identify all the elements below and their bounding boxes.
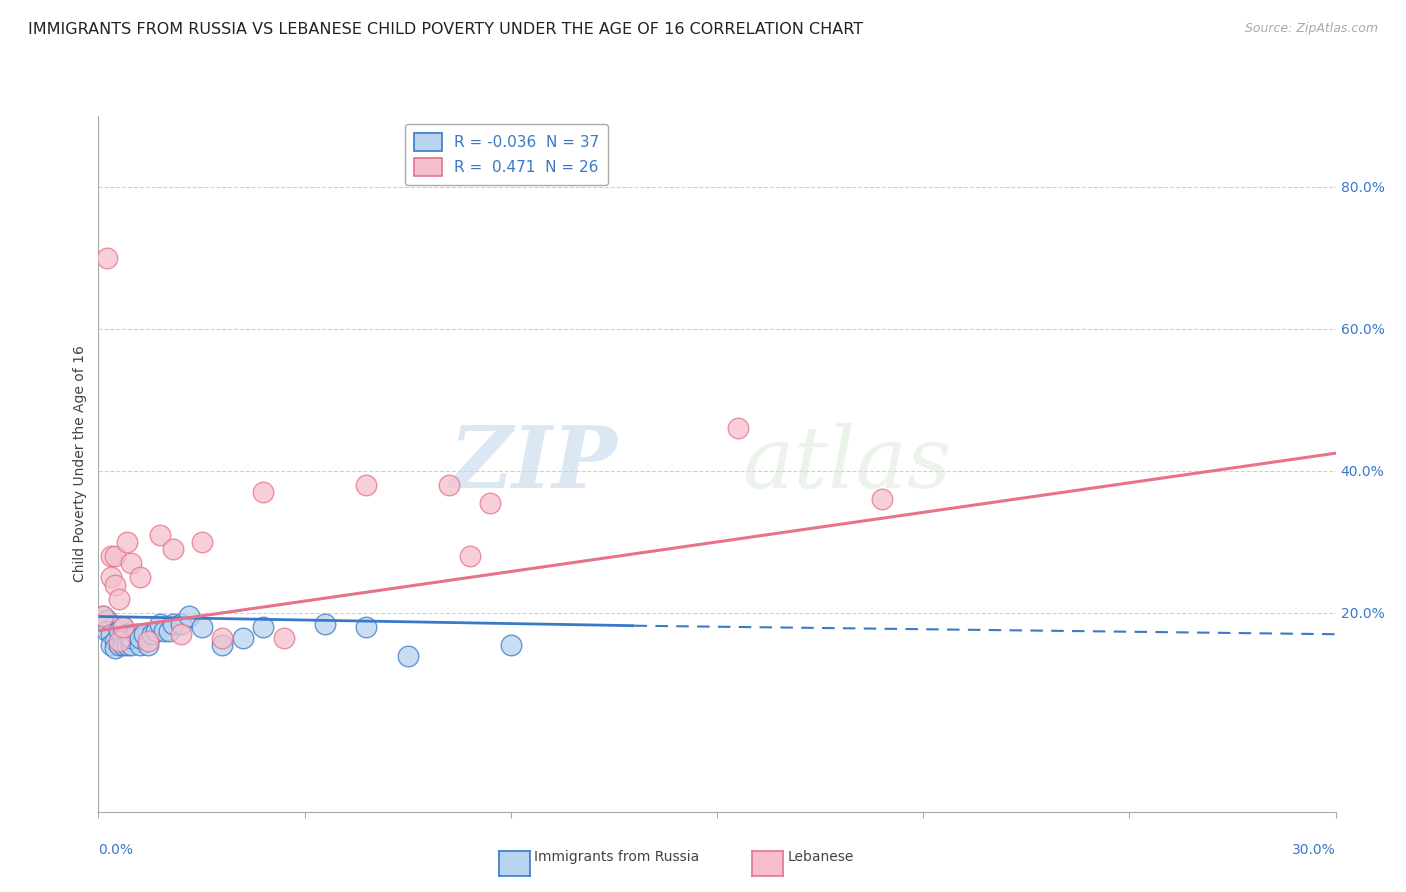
Point — [727, 421, 749, 435]
Point — [170, 616, 193, 631]
Point — [128, 570, 150, 584]
Point — [479, 496, 502, 510]
Point — [91, 609, 114, 624]
Point — [211, 638, 233, 652]
Point — [124, 627, 146, 641]
Point — [437, 478, 460, 492]
Point — [96, 251, 118, 265]
Legend: R = -0.036  N = 37, R =  0.471  N = 26: R = -0.036 N = 37, R = 0.471 N = 26 — [405, 124, 609, 186]
Point — [117, 627, 139, 641]
Point — [96, 624, 118, 638]
Point — [117, 638, 139, 652]
Point — [104, 577, 127, 591]
Text: 30.0%: 30.0% — [1292, 843, 1336, 857]
Text: Source: ZipAtlas.com: Source: ZipAtlas.com — [1244, 22, 1378, 36]
Point — [96, 613, 118, 627]
Point — [120, 638, 142, 652]
Text: IMMIGRANTS FROM RUSSIA VS LEBANESE CHILD POVERTY UNDER THE AGE OF 16 CORRELATION: IMMIGRANTS FROM RUSSIA VS LEBANESE CHILD… — [28, 22, 863, 37]
Point — [136, 634, 159, 648]
Point — [136, 638, 159, 652]
Text: ZIP: ZIP — [450, 422, 619, 506]
Point — [356, 620, 378, 634]
Point — [108, 591, 131, 606]
Point — [112, 631, 135, 645]
Point — [149, 616, 172, 631]
Point — [120, 556, 142, 570]
Text: 0.0%: 0.0% — [98, 843, 134, 857]
Point — [112, 620, 135, 634]
Point — [112, 620, 135, 634]
Point — [104, 641, 127, 656]
Point — [145, 624, 167, 638]
Point — [252, 485, 274, 500]
Point — [162, 616, 184, 631]
Point — [132, 627, 155, 641]
Point — [100, 549, 122, 563]
Text: Immigrants from Russia: Immigrants from Russia — [534, 850, 700, 864]
Point — [104, 549, 127, 563]
Point — [108, 634, 131, 648]
Point — [91, 609, 114, 624]
Point — [117, 535, 139, 549]
Point — [170, 627, 193, 641]
Point — [120, 631, 142, 645]
Point — [141, 627, 163, 641]
Point — [153, 624, 176, 638]
Point — [190, 535, 212, 549]
Point — [179, 609, 201, 624]
Point — [100, 570, 122, 584]
Text: Lebanese: Lebanese — [787, 850, 853, 864]
Point — [128, 638, 150, 652]
Point — [252, 620, 274, 634]
Point — [211, 631, 233, 645]
Point — [100, 627, 122, 641]
Point — [112, 638, 135, 652]
Text: atlas: atlas — [742, 423, 950, 505]
Point — [162, 542, 184, 557]
Point — [396, 648, 419, 663]
Y-axis label: Child Poverty Under the Age of 16: Child Poverty Under the Age of 16 — [73, 345, 87, 582]
Point — [190, 620, 212, 634]
Point — [232, 631, 254, 645]
Point — [100, 638, 122, 652]
Point — [273, 631, 295, 645]
Point — [870, 492, 893, 507]
Point — [458, 549, 481, 563]
Point — [149, 528, 172, 542]
Point — [314, 616, 336, 631]
Point — [108, 638, 131, 652]
Point — [128, 631, 150, 645]
Point — [157, 624, 180, 638]
Point — [499, 638, 522, 652]
Point — [104, 634, 127, 648]
Point — [356, 478, 378, 492]
Point — [108, 624, 131, 638]
